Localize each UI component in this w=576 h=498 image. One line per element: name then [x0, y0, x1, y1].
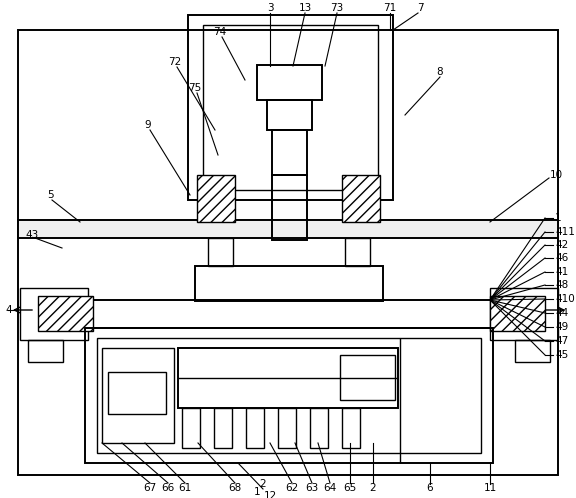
Bar: [342, 408, 360, 448]
Text: 42: 42: [555, 240, 569, 250]
Text: 4: 4: [5, 305, 12, 315]
Bar: [182, 408, 200, 448]
Bar: [278, 408, 296, 448]
Text: 71: 71: [384, 3, 397, 13]
Bar: [208, 238, 233, 266]
Text: 1: 1: [253, 487, 260, 497]
Bar: [267, 100, 312, 130]
Bar: [310, 408, 328, 448]
Text: 47: 47: [555, 336, 569, 346]
Bar: [195, 266, 383, 301]
Text: 66: 66: [161, 483, 175, 493]
Text: 61: 61: [179, 483, 192, 493]
Bar: [490, 296, 545, 331]
Text: 67: 67: [143, 483, 157, 493]
Bar: [38, 296, 93, 331]
Text: 68: 68: [228, 483, 241, 493]
Text: 11: 11: [483, 483, 497, 493]
Text: 41: 41: [555, 267, 569, 277]
Bar: [272, 175, 307, 240]
Text: 72: 72: [168, 57, 181, 67]
Text: 2: 2: [370, 483, 376, 493]
Bar: [203, 25, 378, 190]
Text: 12: 12: [263, 491, 276, 498]
Bar: [515, 340, 550, 362]
Bar: [272, 130, 307, 175]
Text: 411: 411: [555, 227, 575, 237]
Bar: [28, 340, 63, 362]
Text: 10: 10: [550, 170, 563, 180]
Bar: [102, 348, 174, 443]
Text: 62: 62: [285, 483, 298, 493]
Bar: [178, 348, 398, 408]
Text: 13: 13: [298, 3, 312, 13]
Bar: [108, 372, 166, 414]
Bar: [197, 175, 235, 222]
Text: 5: 5: [47, 190, 54, 200]
Bar: [214, 408, 232, 448]
Text: 75: 75: [188, 83, 202, 93]
Bar: [18, 30, 558, 475]
Text: 1: 1: [555, 213, 562, 223]
Text: 6: 6: [427, 483, 433, 493]
Text: 74: 74: [213, 27, 226, 37]
Bar: [97, 338, 481, 453]
Text: 73: 73: [331, 3, 344, 13]
Text: 9: 9: [145, 120, 151, 130]
Text: 45: 45: [555, 350, 569, 360]
Text: 48: 48: [555, 280, 569, 290]
Text: 63: 63: [305, 483, 319, 493]
Text: 46: 46: [555, 253, 569, 263]
Text: 65: 65: [343, 483, 357, 493]
Bar: [20, 288, 88, 340]
Bar: [340, 355, 395, 400]
Bar: [345, 238, 370, 266]
Bar: [490, 288, 558, 340]
Text: 64: 64: [323, 483, 336, 493]
Text: 410: 410: [555, 294, 575, 304]
Text: 43: 43: [25, 230, 39, 240]
Bar: [85, 300, 493, 328]
Text: 44: 44: [555, 308, 569, 318]
Text: 2: 2: [260, 479, 266, 489]
Text: 8: 8: [437, 67, 444, 77]
Text: 3: 3: [267, 3, 274, 13]
Bar: [188, 15, 393, 200]
Bar: [85, 328, 493, 463]
Bar: [246, 408, 264, 448]
Bar: [257, 65, 322, 100]
Text: 49: 49: [555, 322, 569, 332]
Text: 7: 7: [416, 3, 423, 13]
Bar: [342, 175, 380, 222]
Bar: [18, 220, 558, 238]
